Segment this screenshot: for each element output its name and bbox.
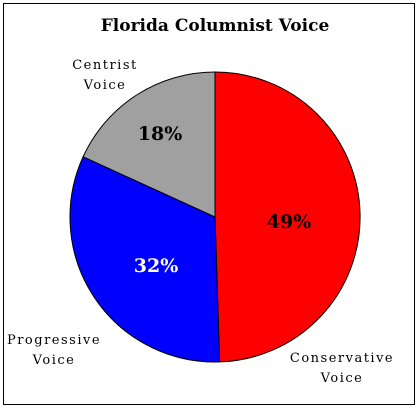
category-label: Centrist Voice [72, 58, 138, 93]
chart-title: Florida Columnist Voice [101, 16, 330, 36]
percent-label: 49% [267, 211, 312, 233]
category-label-line: Voice [32, 353, 76, 368]
category-label-line: Progressive [7, 333, 101, 348]
pie-slices [69, 71, 361, 363]
category-label-line: Voice [320, 371, 364, 386]
percent-label: 32% [134, 255, 179, 277]
category-label: Progressive Voice [7, 333, 101, 368]
percent-label: 18% [138, 123, 183, 145]
pie-slice-conservative-voice [214, 71, 361, 363]
category-label-line: Voice [83, 78, 127, 93]
pie-slice-progressive-voice [69, 156, 221, 363]
category-label: Conservative Voice [290, 351, 394, 386]
category-label-line: Centrist [72, 58, 138, 73]
percent-labels: 49% 32% 18% [134, 123, 312, 277]
pie-slice-centrist-voice [82, 71, 216, 218]
category-label-line: Conservative [290, 351, 394, 366]
